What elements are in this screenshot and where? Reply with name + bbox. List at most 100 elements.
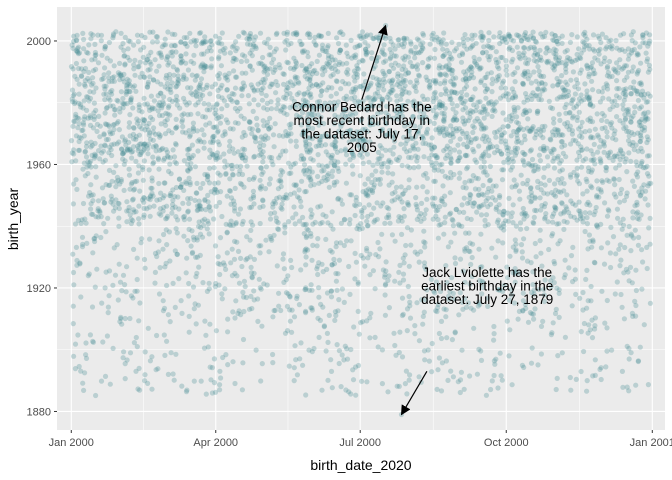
- data-point: [248, 270, 255, 276]
- data-point: [633, 171, 639, 177]
- data-point: [336, 297, 342, 303]
- data-point: [500, 240, 506, 246]
- data-point: [378, 127, 384, 134]
- data-point: [222, 45, 228, 51]
- data-point: [464, 46, 470, 52]
- data-point: [328, 155, 334, 161]
- data-point: [301, 231, 307, 237]
- data-point: [107, 58, 113, 64]
- data-point: [89, 142, 95, 148]
- data-point: [510, 38, 517, 44]
- data-point: [294, 74, 300, 81]
- data-point: [237, 105, 243, 111]
- data-point: [110, 35, 116, 41]
- data-point: [115, 119, 121, 125]
- data-point: [213, 203, 219, 209]
- data-point: [326, 53, 332, 59]
- data-point: [148, 49, 154, 56]
- data-point: [536, 152, 543, 158]
- data-point: [648, 180, 654, 186]
- data-point: [500, 93, 506, 99]
- data-point: [263, 93, 269, 99]
- data-point: [140, 54, 146, 60]
- data-point: [532, 135, 538, 141]
- data-point: [376, 77, 382, 83]
- data-point: [208, 377, 214, 383]
- data-point: [170, 187, 176, 193]
- data-point: [257, 30, 264, 36]
- data-point: [95, 198, 102, 204]
- data-point: [88, 164, 94, 170]
- data-point: [537, 195, 543, 201]
- data-point: [637, 44, 643, 50]
- data-point: [155, 156, 162, 163]
- data-point: [137, 152, 143, 158]
- data-point: [525, 116, 531, 122]
- data-point: [596, 51, 602, 57]
- data-point: [85, 159, 91, 165]
- data-point: [206, 180, 213, 186]
- data-point: [240, 151, 246, 158]
- data-point: [328, 93, 334, 99]
- data-point: [514, 129, 520, 135]
- data-point: [164, 282, 170, 289]
- data-point: [630, 139, 636, 146]
- data-point: [88, 139, 94, 145]
- data-point: [270, 162, 276, 168]
- data-point: [581, 320, 588, 327]
- data-point: [352, 98, 358, 104]
- data-point: [129, 180, 135, 186]
- data-point: [183, 60, 189, 66]
- data-point: [606, 150, 612, 156]
- data-point: [517, 34, 523, 40]
- data-point: [365, 192, 371, 198]
- data-point: [293, 183, 299, 189]
- data-point: [432, 114, 438, 121]
- data-point: [236, 171, 242, 177]
- data-point: [359, 209, 365, 215]
- data-point: [341, 357, 347, 363]
- data-point: [645, 202, 651, 208]
- data-point: [632, 227, 638, 233]
- data-point: [338, 47, 344, 53]
- data-point: [174, 230, 180, 236]
- data-point: [121, 79, 127, 85]
- data-point: [358, 83, 364, 89]
- data-point: [76, 81, 82, 87]
- data-point: [319, 88, 325, 94]
- data-point: [88, 36, 94, 42]
- data-point: [172, 159, 178, 165]
- data-point: [156, 291, 163, 297]
- data-point: [454, 103, 460, 109]
- data-point: [390, 151, 396, 157]
- data-point: [307, 165, 313, 171]
- data-point: [499, 54, 505, 61]
- data-point: [646, 62, 653, 68]
- data-point: [588, 134, 594, 140]
- data-point: [531, 44, 537, 51]
- data-point: [513, 241, 519, 247]
- data-point: [335, 308, 341, 314]
- data-point: [170, 280, 176, 286]
- data-point: [108, 131, 114, 137]
- data-point: [111, 63, 117, 69]
- data-point: [316, 260, 322, 266]
- data-point: [239, 52, 246, 58]
- data-point: [337, 121, 343, 127]
- data-point: [97, 156, 103, 162]
- data-point: [158, 212, 164, 218]
- data-point: [76, 65, 82, 72]
- data-point: [559, 85, 566, 91]
- data-point: [296, 90, 302, 96]
- data-point: [106, 167, 113, 173]
- data-point: [638, 212, 644, 218]
- data-point: [240, 289, 246, 295]
- data-point: [259, 183, 265, 189]
- data-point: [629, 130, 635, 136]
- data-point: [186, 313, 192, 319]
- data-point: [149, 178, 155, 184]
- data-point: [450, 374, 456, 380]
- data-point: [444, 335, 450, 341]
- data-point: [151, 159, 157, 166]
- data-point: [449, 337, 455, 343]
